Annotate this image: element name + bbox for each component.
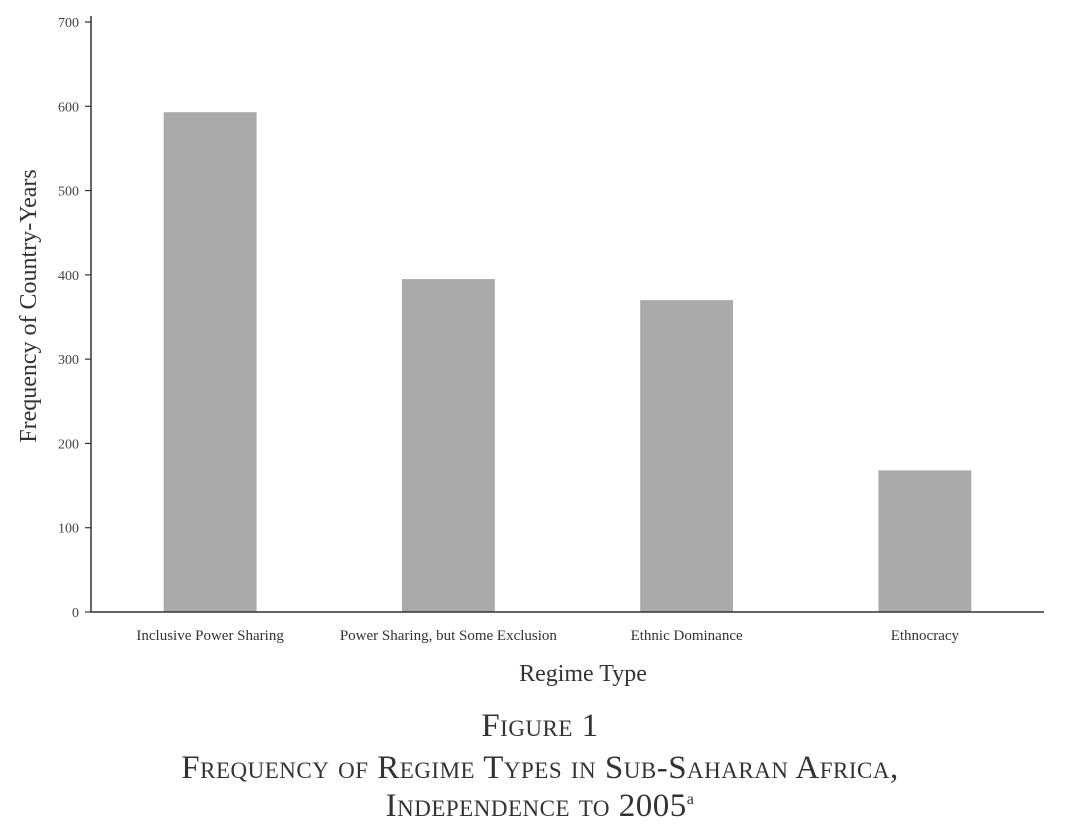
bar [640, 300, 734, 612]
figure-title-line-2-text: Independence to 2005 [385, 788, 687, 824]
bar [401, 279, 495, 612]
bar [163, 112, 257, 612]
y-tick-label: 300 [58, 353, 79, 368]
y-axis-title: Frequency of Country-Years [16, 169, 42, 443]
x-axis-labels: Inclusive Power Sharing Power Sharing, bu… [136, 628, 959, 644]
bars [163, 112, 972, 612]
x-category-label: Ethnic Dominance [631, 628, 743, 644]
y-tick-label: 500 [58, 185, 79, 200]
x-category-label: Power Sharing, but Some Exclusion [340, 628, 558, 644]
y-tick-label: 600 [58, 100, 79, 115]
y-tick-label: 0 [72, 606, 79, 621]
figure-title-line-2: Independence to 2005a [0, 788, 1080, 825]
footnote-marker: a [686, 791, 695, 808]
bar [878, 470, 972, 612]
figure-title-line-1: Frequency of Regime Types in Sub-Saharan… [181, 750, 899, 786]
x-category-label: Ethnocracy [891, 628, 960, 644]
y-tick-label: 200 [58, 437, 79, 452]
figure-label: Figure 1 [481, 708, 599, 744]
y-tick-label: 100 [58, 522, 79, 537]
x-axis-title: Regime Type [519, 661, 647, 687]
y-axis-ticks: 0 100 200 300 400 500 600 700 [58, 16, 91, 621]
y-tick-label: 700 [58, 16, 79, 31]
bar-chart: 0 100 200 300 400 500 600 700 Inclusive Power S… [16, 16, 1044, 687]
x-category-label: Inclusive Power Sharing [136, 628, 284, 644]
y-tick-label: 400 [58, 269, 79, 284]
